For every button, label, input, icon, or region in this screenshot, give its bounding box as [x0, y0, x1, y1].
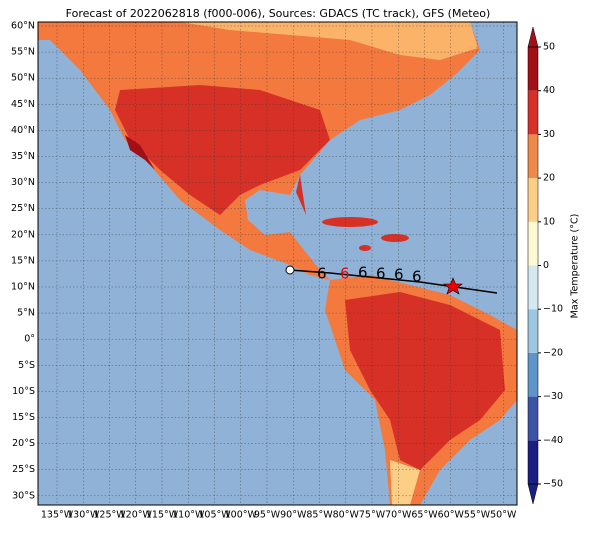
lon-label: 85°W — [306, 510, 333, 521]
svg-text:6: 6 — [317, 265, 327, 283]
lat-label: 45°N — [11, 99, 35, 110]
map-area — [38, 22, 517, 505]
colorbar-tick-label: 20 — [543, 173, 555, 184]
lat-label: 20°S — [12, 438, 35, 449]
colorbar-segment — [528, 47, 538, 91]
colorbar-label: Max Temperature (°C) — [570, 214, 581, 319]
lat-label: 30°N — [11, 177, 35, 188]
lon-label: 65°W — [411, 510, 438, 521]
colorbar-tick-label: 40 — [543, 85, 555, 96]
colorbar-segment — [528, 396, 538, 441]
lat-label: 0° — [24, 334, 35, 345]
lat-label: 15°N — [11, 255, 35, 266]
colorbar-segment — [528, 134, 538, 179]
lat-label: 50°N — [11, 73, 35, 84]
lon-label: 70°W — [385, 510, 412, 521]
colorbar-tick-label: −20 — [543, 347, 563, 358]
lat-label: 35°N — [11, 151, 35, 162]
svg-text:6: 6 — [394, 266, 404, 284]
lon-label: 60°W — [438, 510, 465, 521]
colorbar-tick-label: 50 — [543, 42, 555, 53]
colorbar-segment — [528, 221, 538, 266]
colorbar-tick-label: −30 — [543, 391, 563, 402]
map-title: Forecast of 2022062818 (f000-006), Sourc… — [66, 7, 491, 20]
colorbar-segment — [528, 178, 538, 222]
colorbar-tick-label: 30 — [543, 129, 555, 140]
colorbar-segment — [528, 309, 538, 353]
lat-label: 20°N — [11, 229, 35, 240]
lon-label: 125°W — [93, 510, 126, 521]
colorbar-segment — [528, 352, 538, 397]
colorbar-segment — [528, 440, 538, 484]
lon-label: 75°W — [359, 510, 386, 521]
lon-label: 50°W — [490, 510, 517, 521]
colorbar-tick-label: −50 — [543, 479, 563, 490]
lat-label: 25°S — [12, 464, 35, 475]
lon-label: 135°W — [41, 510, 74, 521]
lon-label: 55°W — [464, 510, 491, 521]
svg-text:6: 6 — [340, 265, 350, 283]
lat-label: 10°N — [11, 282, 35, 293]
colorbar-arrow-high — [527, 26, 539, 48]
grid — [38, 22, 517, 505]
svg-text:6: 6 — [358, 264, 368, 282]
svg-text:6: 6 — [412, 268, 422, 286]
map-frame — [37, 21, 518, 506]
lat-label: 5°N — [17, 308, 35, 319]
lat-label: 60°N — [11, 21, 35, 32]
lat-label: 40°N — [11, 125, 35, 136]
colorbar-tick-label: 0 — [543, 260, 549, 271]
lon-label: 90°W — [280, 510, 307, 521]
lon-label: 105°W — [198, 510, 231, 521]
lat-label: 10°S — [12, 386, 35, 397]
colorbar-segment — [528, 265, 538, 310]
colorbar-segment — [528, 90, 538, 135]
lat-label: 25°N — [11, 203, 35, 214]
lat-label: 5°S — [18, 360, 35, 371]
lon-label: 95°W — [254, 510, 281, 521]
lat-label: 55°N — [11, 47, 35, 58]
lon-label: 120°W — [120, 510, 153, 521]
lon-label: 80°W — [333, 510, 360, 521]
colorbar-arrow-low — [527, 483, 539, 505]
storm-track: 6 6 6 6 6 6 — [285, 264, 498, 295]
lon-label: 130°W — [67, 510, 100, 521]
lat-label: 15°S — [12, 412, 35, 423]
svg-text:6: 6 — [376, 265, 386, 283]
lon-label: 115°W — [146, 510, 179, 521]
colorbar-tick-label: −10 — [543, 304, 563, 315]
colorbar-tick-label: −40 — [543, 435, 563, 446]
colorbar-tick-label: 10 — [543, 216, 555, 227]
lat-label: 30°S — [12, 490, 35, 501]
lon-label: 110°W — [172, 510, 205, 521]
colorbar: −50 −40 −30 −20 −10 0 10 20 30 40 50 — [527, 26, 563, 505]
lon-label: 100°W — [225, 510, 258, 521]
